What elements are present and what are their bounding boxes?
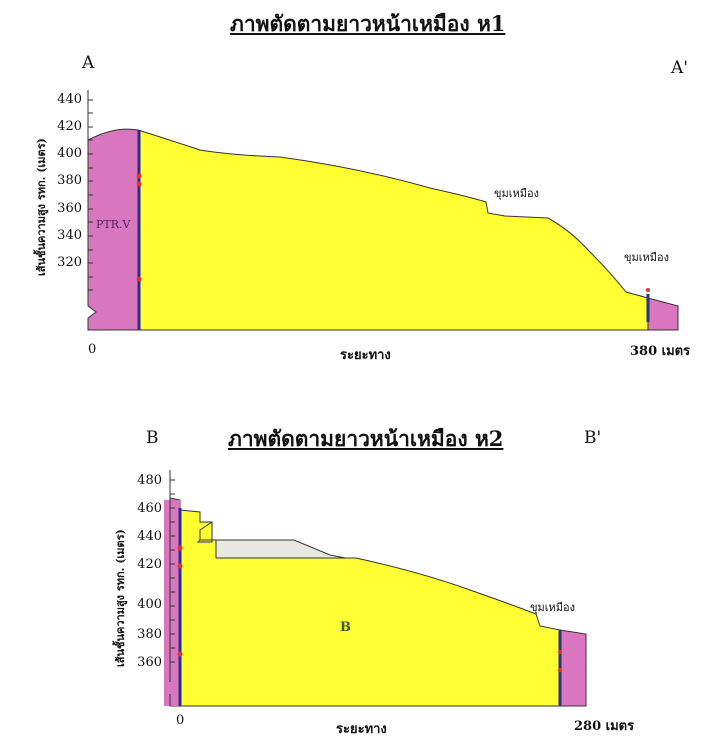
profile2-y-tick-400: 400	[137, 597, 162, 612]
profile1-title: ภาพตัดตามยาวหน้าเหมือง ห1	[230, 11, 506, 36]
profile1-pit-label: ขุมเหมือง	[494, 187, 540, 200]
profile1-y-tick-320: 320	[57, 255, 82, 270]
profile2-marker	[558, 668, 562, 672]
section-end-label: A'	[671, 58, 688, 78]
profile2-y-tick-480: 480	[137, 473, 162, 488]
section-end-label-2: B'	[584, 428, 602, 448]
profile1-marker	[646, 288, 650, 292]
profile2-x-start: 0	[176, 713, 185, 728]
section-start-label: A	[82, 53, 95, 73]
profile1-right-boundary	[647, 297, 679, 331]
profile2-left-boundary-top	[164, 500, 180, 706]
profile2-marker	[558, 650, 562, 654]
profile1-y-ticks	[88, 99, 93, 291]
profile1-x-start: 0	[88, 342, 97, 357]
profile1-y-tick-380: 380	[57, 173, 82, 188]
profile2-y-axis-label: เส้นชั้นความสูง รทก. (เมตร)	[114, 529, 127, 667]
profile1-marker	[136, 276, 142, 282]
profile2-y-ticks	[170, 479, 175, 663]
profile2-y-tick-420: 420	[137, 557, 162, 572]
profile1-ptr-label: PTR.V	[96, 218, 131, 231]
profile2-x-axis-label: ระยะทาง	[336, 722, 387, 737]
profile2-marker	[177, 545, 183, 551]
profile2-x-end: 280 เมตร	[574, 719, 635, 734]
profile1-terrain	[137, 129, 649, 331]
profile1-y-tick-340: 340	[57, 228, 82, 243]
profile2-plot	[164, 470, 587, 707]
profile2-area-label: B	[340, 620, 351, 635]
profile2-title: ภาพตัดตามยาวหน้าเหมือง ห2	[228, 426, 504, 451]
section-start-label-2: B	[146, 428, 159, 448]
profile2-y-tick-380: 380	[137, 627, 162, 642]
profile2-terrain	[179, 509, 561, 707]
profile2-pit-label: ขุมเหมือง	[530, 601, 576, 614]
profile1-left-boundary	[87, 128, 139, 331]
profile2-marker	[177, 651, 183, 657]
profile1-x-end: 380 เมตร	[630, 344, 691, 359]
profile1-marker	[136, 181, 142, 187]
profile1-y-tick-360: 360	[57, 201, 82, 216]
profile2-bench	[215, 539, 357, 561]
profile1-pit-label-2: ขุมเหมือง	[624, 251, 670, 264]
profile1-x-axis-label: ระยะทาง	[340, 348, 391, 363]
profile1-y-tick-400: 400	[57, 146, 82, 161]
profile2-y-tick-440: 440	[137, 529, 162, 544]
profile1-plot	[87, 90, 679, 331]
profile2-y-tick-360: 360	[137, 655, 162, 670]
profile1-marker	[136, 173, 142, 179]
profile1-y-tick-440: 440	[57, 92, 82, 107]
profile2-marker	[177, 563, 183, 569]
profile1-y-tick-420: 420	[57, 119, 82, 134]
profile1-y-axis-label: เส้นชั้นความสูง รทก. (เมตร)	[35, 138, 48, 276]
profile2-y-tick-460: 460	[137, 501, 162, 516]
profile2-right-boundary	[559, 629, 587, 707]
